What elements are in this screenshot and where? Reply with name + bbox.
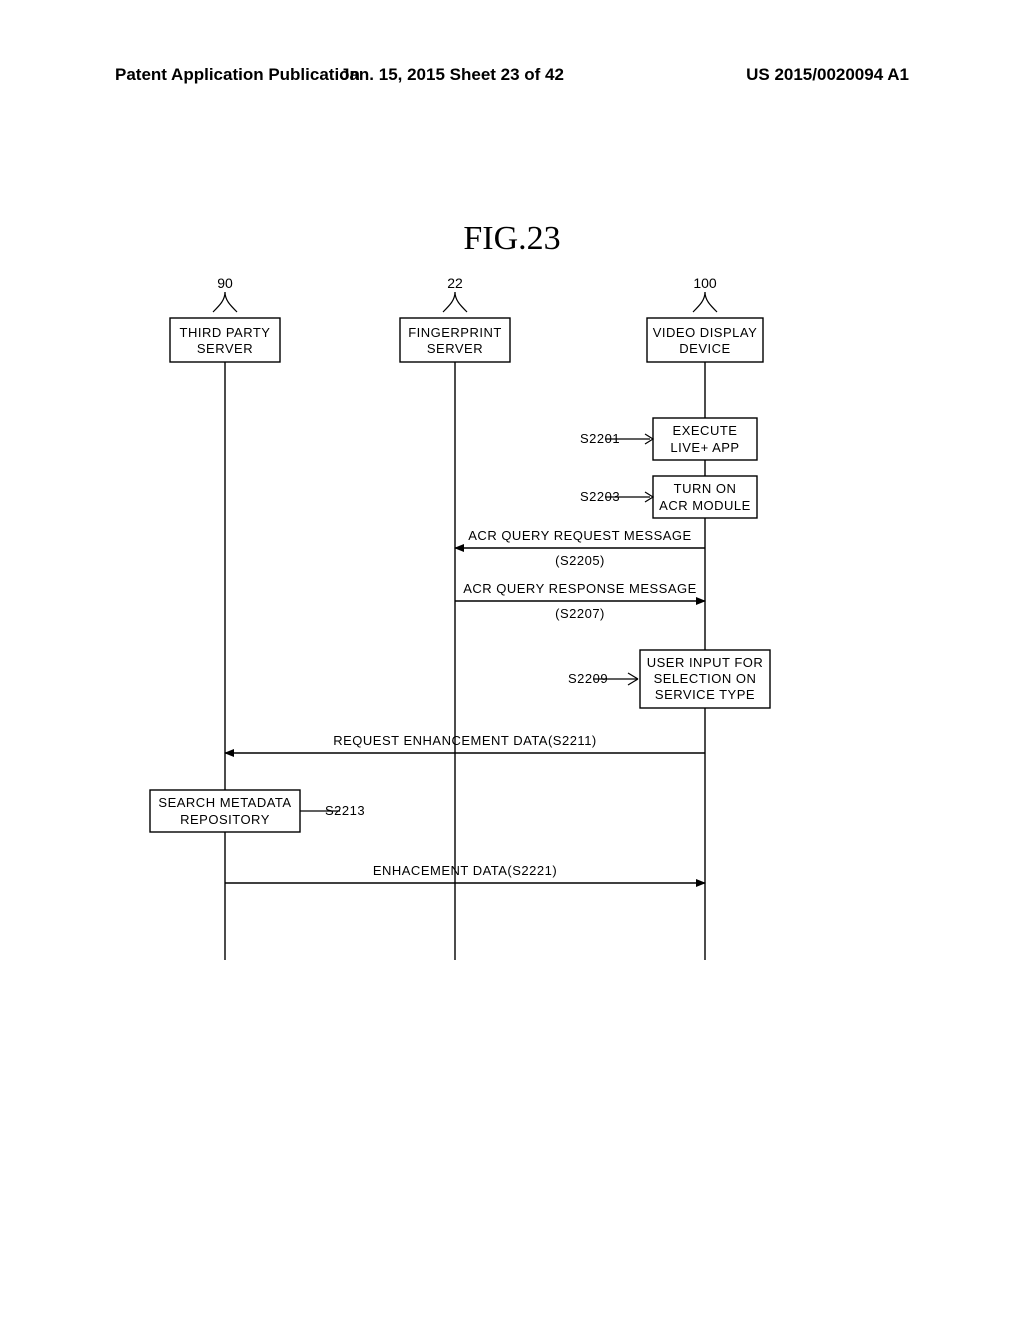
step-id: S2213 [325, 803, 365, 818]
message-text: ACR QUERY RESPONSE MESSAGE [463, 581, 697, 596]
step-label: SEARCH METADATA [158, 795, 291, 810]
step-label: ACR MODULE [659, 498, 751, 513]
message-sub: (S2205) [555, 553, 605, 568]
connector [455, 292, 467, 312]
step-connector-tick [628, 679, 638, 685]
step-label: USER INPUT FOR [647, 655, 764, 670]
step-label: SERVICE TYPE [655, 687, 755, 702]
step-connector-tick [628, 673, 638, 679]
lane-label: DEVICE [679, 341, 730, 356]
lane-label: SERVER [197, 341, 253, 356]
connector [705, 292, 717, 312]
lane-num-90: 90 [217, 275, 233, 291]
step-label: TURN ON [674, 481, 737, 496]
message-s2205: ACR QUERY REQUEST MESSAGE (S2205) [455, 528, 705, 568]
lane-num-100: 100 [693, 275, 717, 291]
message-s2221: ENHACEMENT DATA(S2221) [225, 863, 705, 883]
step-label: SELECTION ON [654, 671, 757, 686]
step-s2203: TURN ON ACR MODULE S2203 [580, 476, 757, 518]
step-s2213: SEARCH METADATA REPOSITORY S2213 [150, 790, 365, 832]
lane-video-display: 100 VIDEO DISPLAY DEVICE [647, 275, 763, 960]
connector [693, 292, 705, 312]
sequence-diagram: 90 THIRD PARTY SERVER 22 FINGERPRINT SER… [0, 0, 1024, 1320]
step-label: REPOSITORY [180, 812, 270, 827]
message-text: ACR QUERY REQUEST MESSAGE [468, 528, 691, 543]
page: Patent Application Publication Jan. 15, … [0, 0, 1024, 1320]
lane-num-22: 22 [447, 275, 463, 291]
step-label: LIVE+ APP [670, 440, 739, 455]
lane-label: SERVER [427, 341, 483, 356]
connector [213, 292, 225, 312]
step-label: EXECUTE [673, 423, 738, 438]
message-s2207: ACR QUERY RESPONSE MESSAGE (S2207) [455, 581, 705, 621]
step-s2209: USER INPUT FOR SELECTION ON SERVICE TYPE… [568, 650, 770, 708]
connector [225, 292, 237, 312]
step-s2201: EXECUTE LIVE+ APP S2201 [580, 418, 757, 460]
lane-label: FINGERPRINT [408, 325, 502, 340]
lane-fingerprint: 22 FINGERPRINT SERVER [400, 275, 510, 960]
connector [443, 292, 455, 312]
lane-third-party: 90 THIRD PARTY SERVER [170, 275, 280, 960]
message-text: REQUEST ENHANCEMENT DATA(S2211) [333, 733, 597, 748]
message-s2211: REQUEST ENHANCEMENT DATA(S2211) [225, 733, 705, 753]
lane-label: VIDEO DISPLAY [653, 325, 758, 340]
message-text: ENHACEMENT DATA(S2221) [373, 863, 557, 878]
message-sub: (S2207) [555, 606, 605, 621]
lane-label: THIRD PARTY [180, 325, 271, 340]
